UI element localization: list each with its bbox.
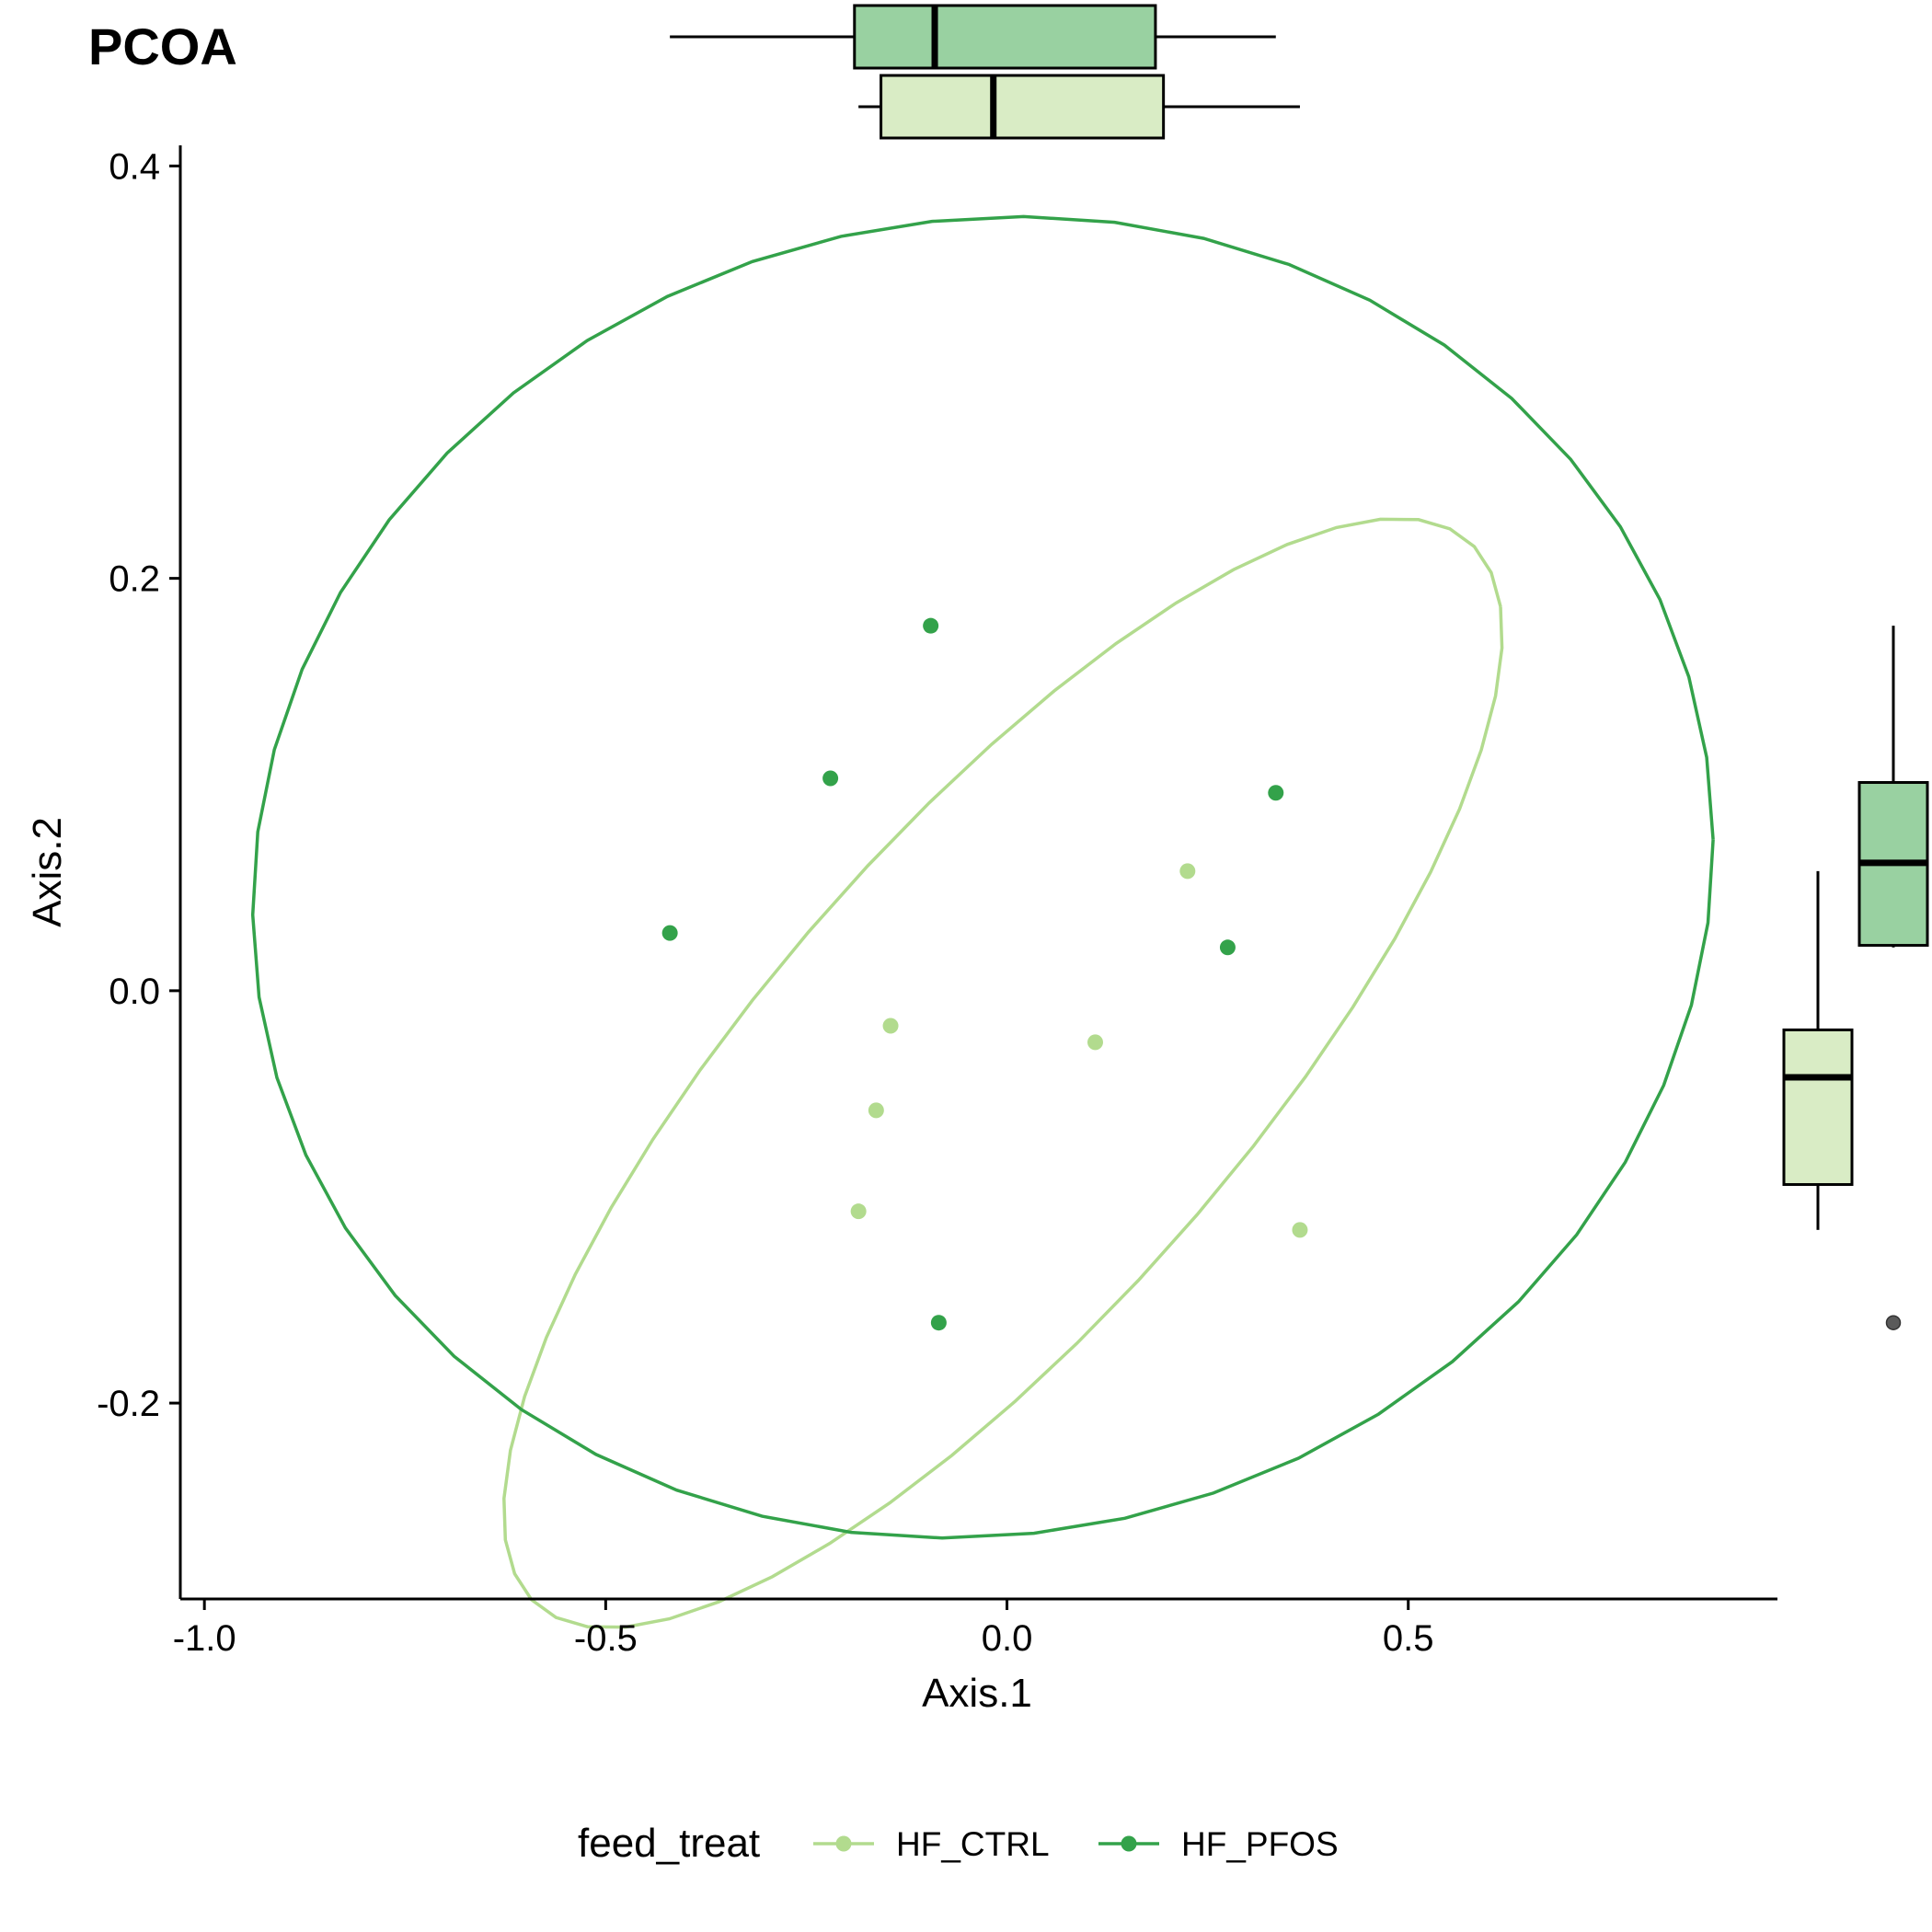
right-marginal-boxplots bbox=[1782, 626, 1929, 1330]
legend-key-point bbox=[1121, 1835, 1137, 1852]
x-axis-title: Axis.1 bbox=[922, 1671, 1032, 1716]
point-hf_ctrl bbox=[1087, 1034, 1103, 1051]
legend-key-point bbox=[835, 1835, 852, 1852]
outlier-hf_pfos bbox=[1885, 1315, 1902, 1330]
point-hf_ctrl bbox=[850, 1203, 867, 1220]
y-axis-ticks: 0.4 0.2 0.0 -0.2 bbox=[97, 146, 180, 1424]
y-tick-label: 0.4 bbox=[109, 146, 160, 187]
point-hf_ctrl bbox=[1179, 863, 1196, 880]
box-x-hf_pfos bbox=[853, 4, 1157, 70]
point-hf_pfos bbox=[661, 925, 678, 941]
point-hf_pfos bbox=[930, 1315, 947, 1331]
point-hf_ctrl bbox=[868, 1102, 884, 1119]
legend-items: HF_CTRL HF_PFOS bbox=[813, 1825, 1339, 1863]
legend-title: feed_treat bbox=[578, 1821, 760, 1866]
y-axis-title: Axis.2 bbox=[25, 817, 70, 927]
scatter-points bbox=[661, 617, 1308, 1331]
confidence-ellipses bbox=[250, 214, 1715, 1629]
box-x-hf_ctrl bbox=[880, 74, 1166, 140]
axes: -1.0 -0.5 0.0 0.5 0.4 0.2 0.0 -0.2 bbox=[97, 145, 1777, 1659]
x-tick-label: -1.0 bbox=[173, 1618, 236, 1659]
legend: feed_treat HF_CTRL HF_PFOS bbox=[578, 1821, 1339, 1866]
y-tick-label: 0.2 bbox=[109, 559, 160, 600]
legend-label: HF_PFOS bbox=[1181, 1825, 1339, 1863]
x-tick-label: 0.5 bbox=[1383, 1618, 1434, 1659]
point-hf_pfos bbox=[1268, 785, 1284, 801]
ellipse-hf_ctrl bbox=[502, 517, 1504, 1629]
box-y-hf_ctrl bbox=[1782, 1028, 1854, 1187]
point-hf_pfos bbox=[923, 617, 939, 634]
point-hf_pfos bbox=[822, 770, 839, 787]
legend-label: HF_CTRL bbox=[896, 1825, 1050, 1863]
x-tick-label: -0.5 bbox=[574, 1618, 638, 1659]
x-tick-label: 0.0 bbox=[982, 1618, 1033, 1659]
ellipse-hf_pfos bbox=[250, 214, 1715, 1540]
point-hf_ctrl bbox=[1292, 1222, 1308, 1238]
x-axis-ticks: -1.0 -0.5 0.0 0.5 bbox=[173, 1599, 1434, 1659]
point-hf_ctrl bbox=[882, 1018, 899, 1034]
chart-title: PCOA bbox=[88, 17, 237, 75]
point-hf_pfos bbox=[1219, 939, 1236, 956]
y-tick-label: 0.0 bbox=[109, 972, 160, 1012]
top-marginal-boxplots bbox=[670, 4, 1300, 140]
y-tick-label: -0.2 bbox=[97, 1384, 160, 1424]
